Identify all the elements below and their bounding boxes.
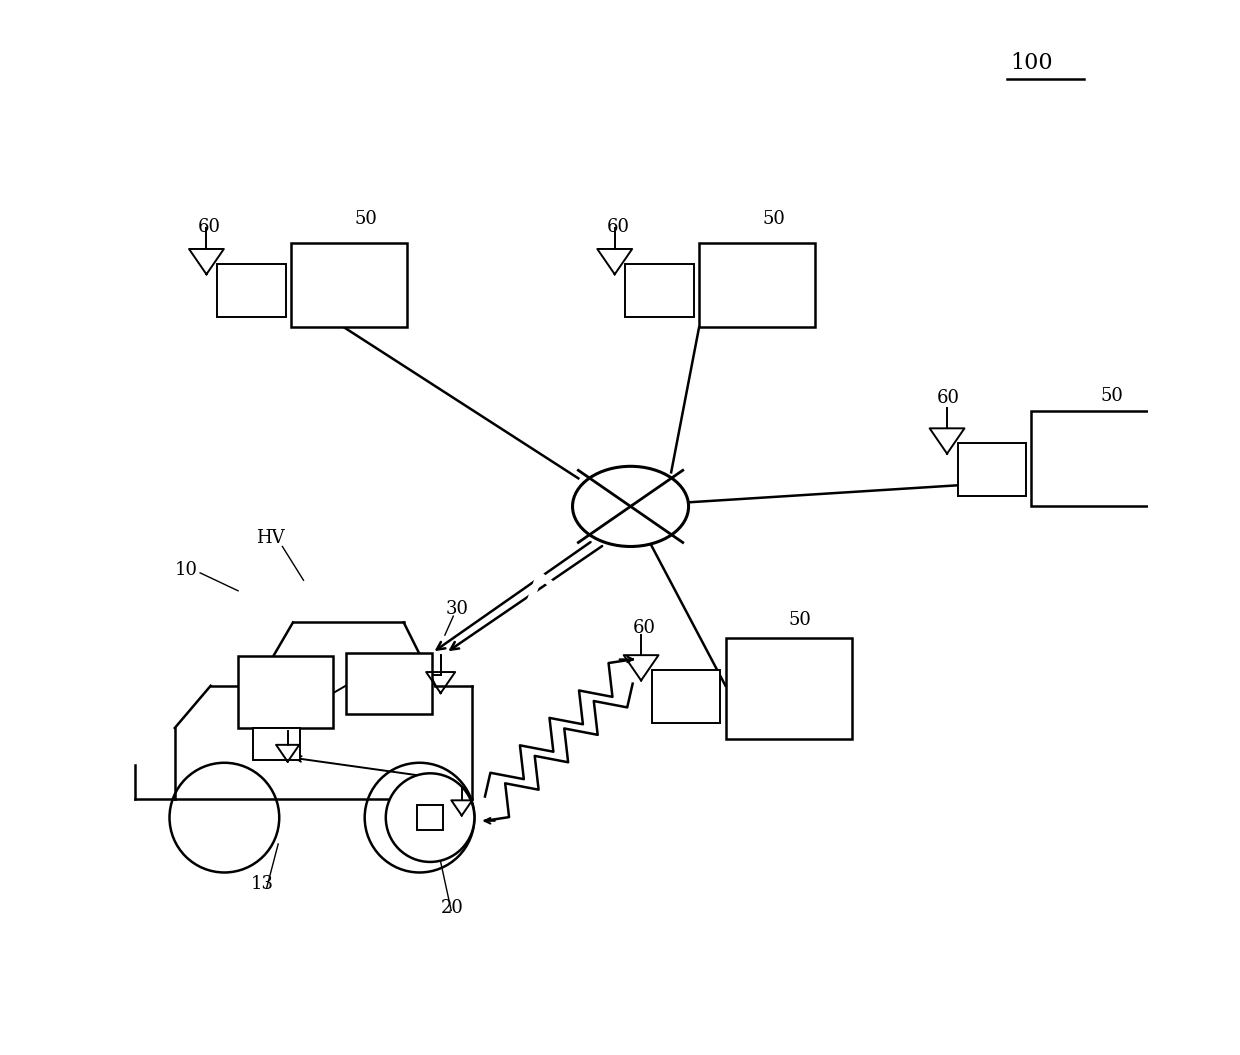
- Text: HV: HV: [255, 530, 285, 548]
- Text: 30: 30: [446, 600, 469, 618]
- Text: 50: 50: [355, 210, 377, 228]
- Text: 100: 100: [1011, 52, 1053, 74]
- Text: 50: 50: [1100, 387, 1123, 405]
- Bar: [291, 243, 407, 327]
- Bar: [725, 638, 852, 738]
- Bar: [346, 653, 433, 714]
- Bar: [957, 443, 1027, 496]
- Ellipse shape: [573, 466, 688, 546]
- Bar: [625, 264, 694, 316]
- Text: 60: 60: [632, 619, 656, 637]
- Text: 50: 50: [789, 611, 812, 629]
- Text: 60: 60: [198, 218, 221, 236]
- Bar: [217, 264, 285, 316]
- Text: 50: 50: [763, 210, 785, 228]
- Bar: [238, 656, 334, 728]
- Text: 13: 13: [250, 876, 274, 894]
- Text: 20: 20: [440, 899, 464, 917]
- Text: 60: 60: [936, 389, 960, 407]
- Bar: [652, 670, 720, 723]
- Circle shape: [170, 763, 279, 872]
- Text: 10: 10: [175, 561, 198, 579]
- Bar: [418, 805, 443, 830]
- Bar: [699, 243, 815, 327]
- Circle shape: [386, 773, 475, 862]
- Bar: [1032, 411, 1158, 506]
- Circle shape: [365, 763, 475, 872]
- Text: 60: 60: [606, 218, 629, 236]
- Bar: [253, 728, 300, 760]
